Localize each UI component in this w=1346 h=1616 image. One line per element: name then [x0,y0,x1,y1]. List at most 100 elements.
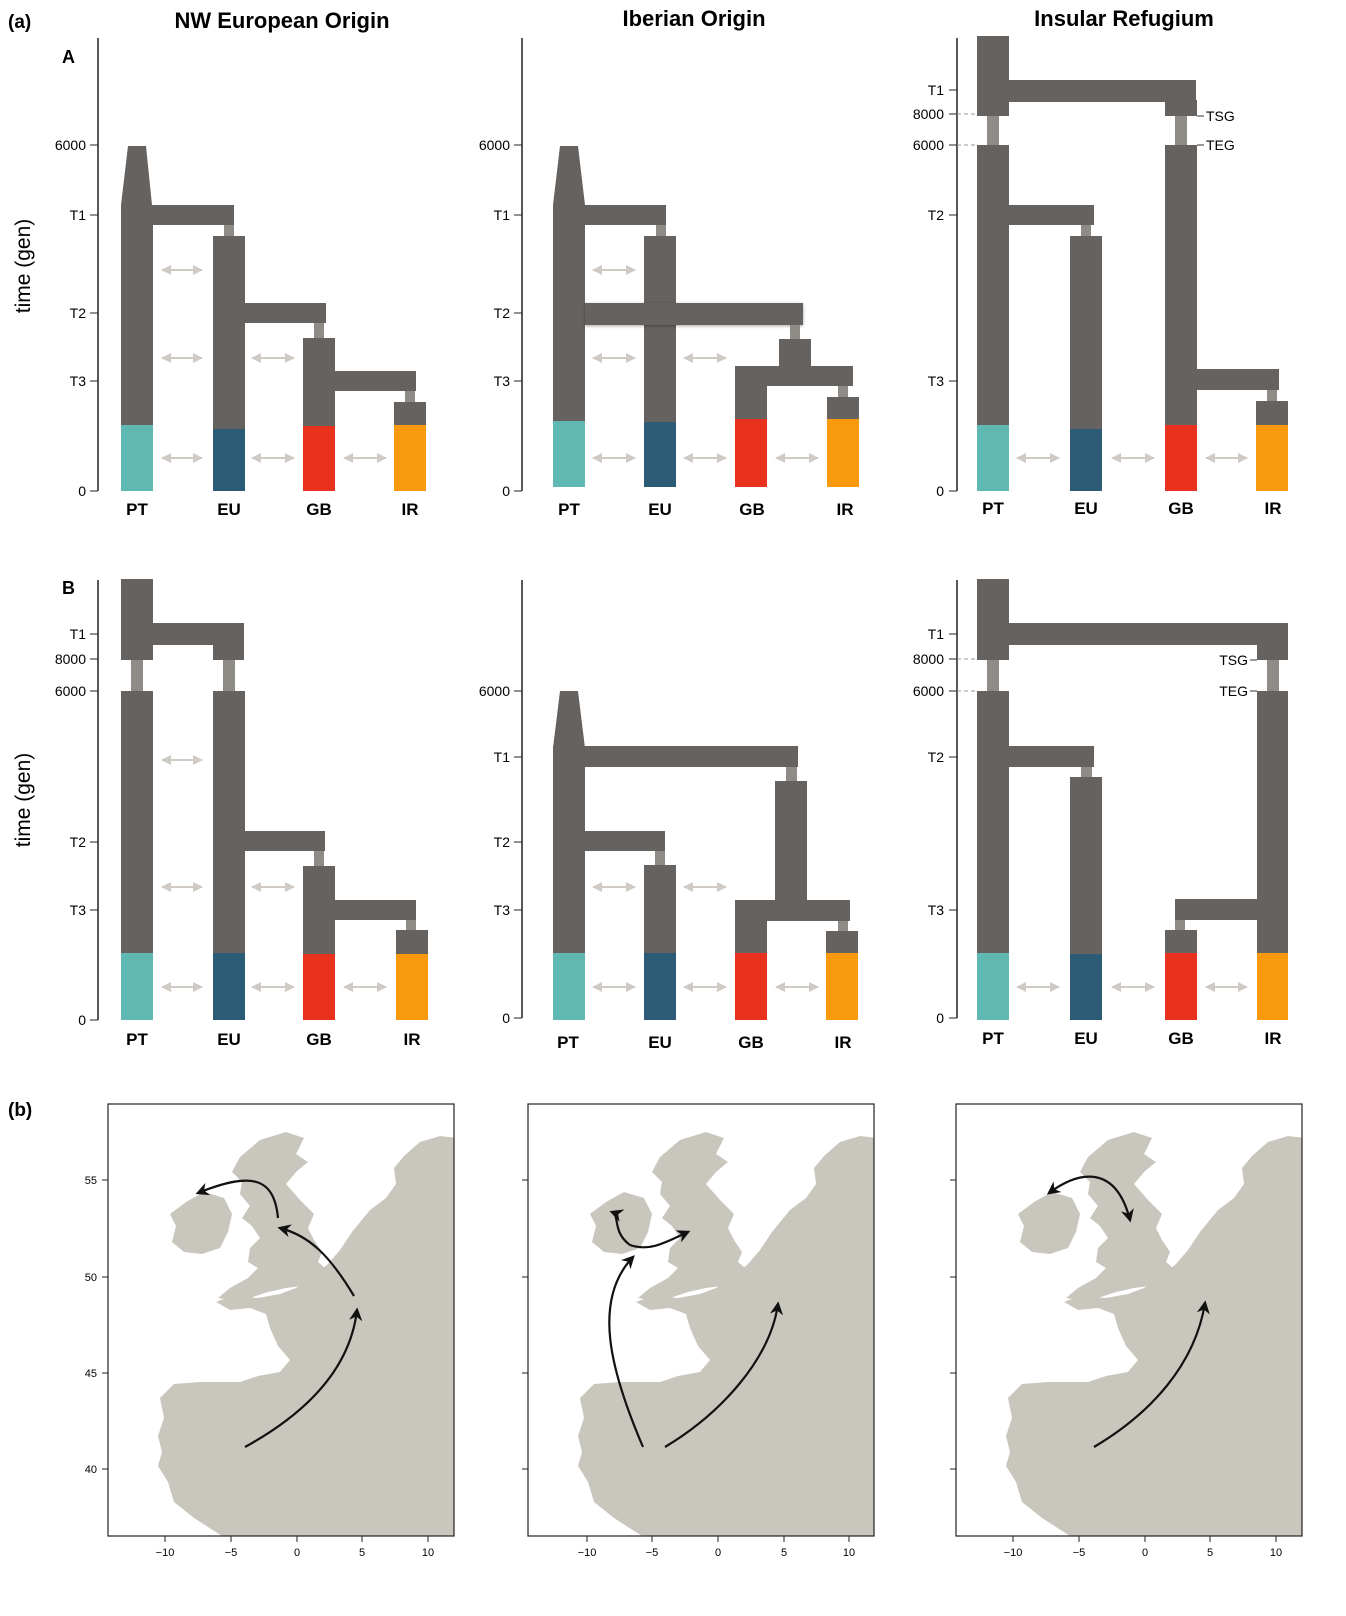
tick-a2-6000: 6000 [479,137,510,153]
tick-b1-6000: 6000 [55,683,86,699]
pop-bar-eu [644,422,676,487]
pop-bar-pt [553,421,585,487]
tick-a1-t2: T2 [70,305,87,321]
split-bar-t2 [1009,746,1094,767]
branch-gb [735,900,767,954]
split-bar-t1 [153,623,244,645]
connector-insular [786,767,797,781]
pop-bar-gb [1165,425,1197,491]
bottleneck-pt [987,660,999,691]
branch-pt [553,746,585,953]
pop-bar-ir [1257,953,1288,1020]
lon-tick-0: 0 [1142,1547,1148,1559]
tick-a1-0: 0 [78,483,86,499]
pop-label-eu: EU [648,500,672,519]
pop-bar-gb [735,419,767,487]
tree-a1-nw-european-origin: 6000 T1 T2 T3 0 PT EU GB IR [55,38,426,519]
tick-b1-8000: 8000 [55,651,86,667]
connector-ir [405,391,415,402]
split-bar-t1 [152,205,234,225]
pop-label-pt: PT [558,500,580,519]
branch-ancestral [977,36,1009,116]
pop-label-pt: PT [557,1033,579,1052]
branch-ir [827,397,859,419]
branch-gb-top [1165,100,1197,116]
label-teg: TEG [1206,137,1235,153]
map-insular-refugium: −10 −5 0 5 10 [950,1103,1303,1559]
migration-arrow [1046,1175,1134,1223]
lat-tick-45: 45 [85,1368,97,1380]
pop-bar-eu [1070,954,1102,1020]
pop-label-pt: PT [126,1030,148,1049]
ancestral-bottleneck [553,146,585,205]
lon-tick-m10: −10 [156,1547,175,1559]
pop-label-eu: EU [217,500,241,519]
lon-tick-m5: −5 [1073,1547,1086,1559]
migration-arrow [1093,1300,1210,1448]
lon-tick-0: 0 [294,1547,300,1559]
migration-arrow [277,1224,355,1297]
pop-label-gb: GB [1168,1029,1194,1048]
split-bar-t1 [585,746,798,767]
lon-tick-10: 10 [843,1547,855,1559]
pop-bar-pt [553,953,585,1020]
tick-a3-t2: T2 [928,207,945,223]
split-bar-t3 [765,366,853,386]
tick-b3-0: 0 [936,1010,944,1026]
pop-label-gb: GB [306,500,332,519]
branch-eu [213,236,245,429]
pop-label-ir: IR [835,1033,852,1052]
column-title-insular-refugium: Insular Refugium [1034,6,1214,31]
lon-tick-5: 5 [1207,1547,1213,1559]
branch-ir-top [1257,645,1288,660]
connector-eu [1081,767,1092,777]
migration-arrow [629,1230,691,1249]
pop-label-pt: PT [982,499,1004,518]
split-bar-t2 [245,303,326,323]
tick-b3-6000: 6000 [913,683,944,699]
pop-label-ir: IR [1265,499,1282,518]
map-frame [527,1103,875,1537]
tick-b1-0: 0 [78,1012,86,1028]
branch-pt [977,691,1009,953]
pop-label-eu: EU [217,1030,241,1049]
tick-a2-t3: T3 [494,373,511,389]
split-bar-t3 [765,900,850,921]
connector-gb [314,323,324,338]
connector-ir [406,920,416,930]
pop-label-ir: IR [402,500,419,519]
y-axis-title-row-a: time (gen) [12,219,35,314]
tick-b3-t3: T3 [928,902,945,918]
pop-bar-eu [213,953,245,1020]
branch-ir [396,930,428,954]
pop-bar-pt [121,425,153,491]
pop-label-eu: EU [1074,499,1098,518]
ancestral-bottleneck [121,146,152,205]
pop-bar-ir [1256,425,1288,491]
tick-a3-8000: 8000 [913,106,944,122]
pop-bar-eu [213,429,245,491]
branch-pt [977,145,1009,425]
branch-gb [1165,145,1197,425]
panel-label-a: (a) [8,12,31,33]
connector-insular [790,325,800,339]
branch-eu [213,691,245,953]
split-bar-t3 [335,371,416,391]
pop-bar-gb [735,953,767,1020]
connector-eu [224,225,234,236]
row-label-b: B [62,578,75,598]
branch-gb [1165,930,1197,953]
tree-b2-iberian-origin: 6000 T1 T2 T3 0 PT EU GB IR [479,580,858,1052]
tick-b3-t1: T1 [928,626,945,642]
label-tsg: TSG [1206,108,1235,124]
pop-label-eu: EU [648,1033,672,1052]
lat-tick-55: 55 [85,1175,97,1187]
pop-bar-gb [303,954,335,1020]
map-frame [107,1103,455,1537]
tree-b3-insular-refugium: T1 8000 6000 T2 T3 0 TSG TEG PT EU [913,579,1288,1048]
pop-bar-gb [1165,953,1197,1020]
tick-a1-6000: 6000 [55,137,86,153]
split-bar-t3 [1197,369,1279,390]
map-iberian-origin: −10 −5 0 5 10 [522,1103,875,1559]
split-bar-t2 [585,831,665,851]
